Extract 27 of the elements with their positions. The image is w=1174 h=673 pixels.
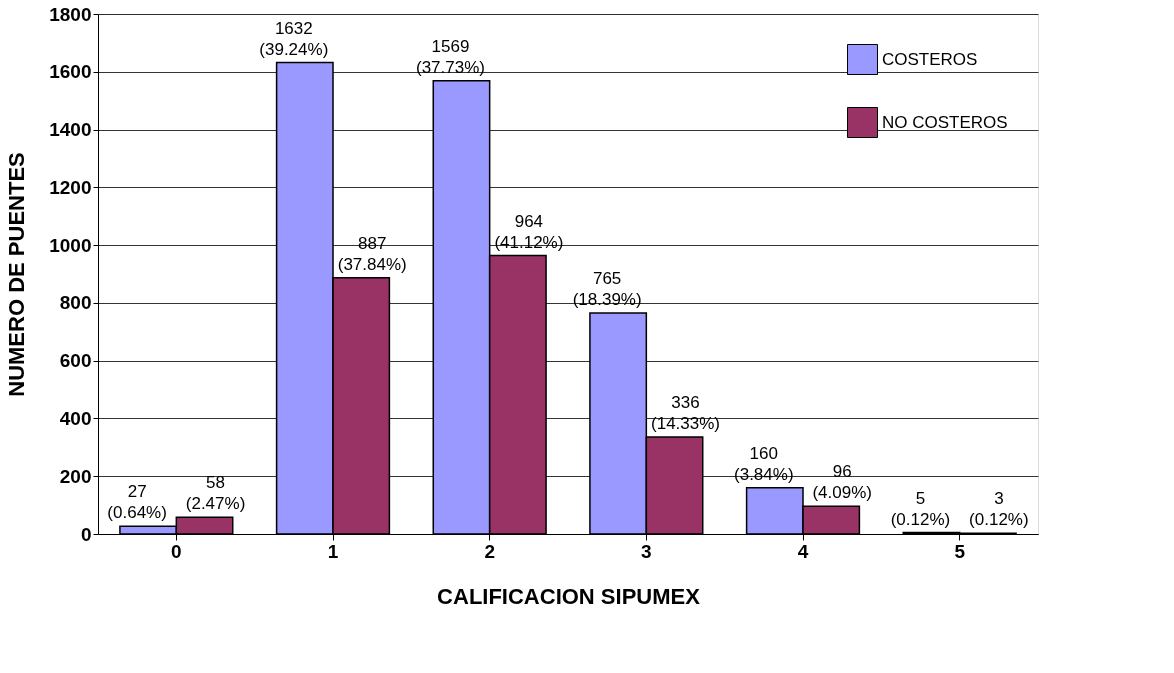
data-label: 5 (0.12%) — [890, 488, 951, 529]
y-tick-label: 1800 — [49, 3, 92, 25]
data-label: 3 (0.12%) — [969, 489, 1029, 530]
y-tick-label: 400 — [59, 407, 92, 429]
x-tick-label: 1 — [327, 540, 339, 562]
y-axis-title: NUMERO DE PUENTES — [4, 152, 30, 397]
y-tick-label: 1600 — [49, 61, 92, 83]
data-label: 58 (2.47%) — [185, 473, 246, 514]
legend-label: COSTEROS — [882, 49, 978, 69]
legend-label: NO COSTEROS — [882, 112, 1008, 132]
x-tick-label: 4 — [797, 540, 809, 562]
y-tick-label: 600 — [59, 350, 92, 372]
data-label: 27 (0.64%) — [107, 482, 167, 523]
data-label: 336 (14.33%) — [651, 392, 721, 433]
data-label: 1569 (37.73%) — [415, 36, 485, 77]
y-tick-label: 800 — [59, 292, 92, 314]
y-tick-label: 0 — [80, 523, 92, 545]
x-tick-label: 3 — [641, 540, 652, 562]
x-tick-label: 2 — [484, 540, 495, 562]
x-tick-label: 5 — [954, 540, 966, 562]
y-tick-label: 1400 — [49, 119, 92, 141]
y-tick-label: 200 — [59, 465, 92, 487]
data-label: 1632 (39.24%) — [259, 18, 329, 59]
x-axis-title: CALIFICACION SIPUMEX — [437, 583, 701, 609]
x-tick-label: 0 — [171, 540, 182, 562]
y-tick-label: 1000 — [49, 234, 92, 256]
y-tick-label: 1200 — [49, 176, 92, 198]
